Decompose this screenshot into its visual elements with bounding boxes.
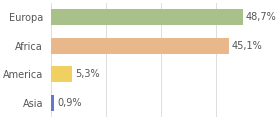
Bar <box>51 9 243 25</box>
Bar <box>51 38 229 54</box>
Text: 45,1%: 45,1% <box>232 41 263 51</box>
Text: 0,9%: 0,9% <box>57 98 82 108</box>
Bar <box>51 95 54 111</box>
Bar <box>51 66 72 82</box>
Text: 5,3%: 5,3% <box>75 69 99 79</box>
Text: 48,7%: 48,7% <box>246 12 277 22</box>
